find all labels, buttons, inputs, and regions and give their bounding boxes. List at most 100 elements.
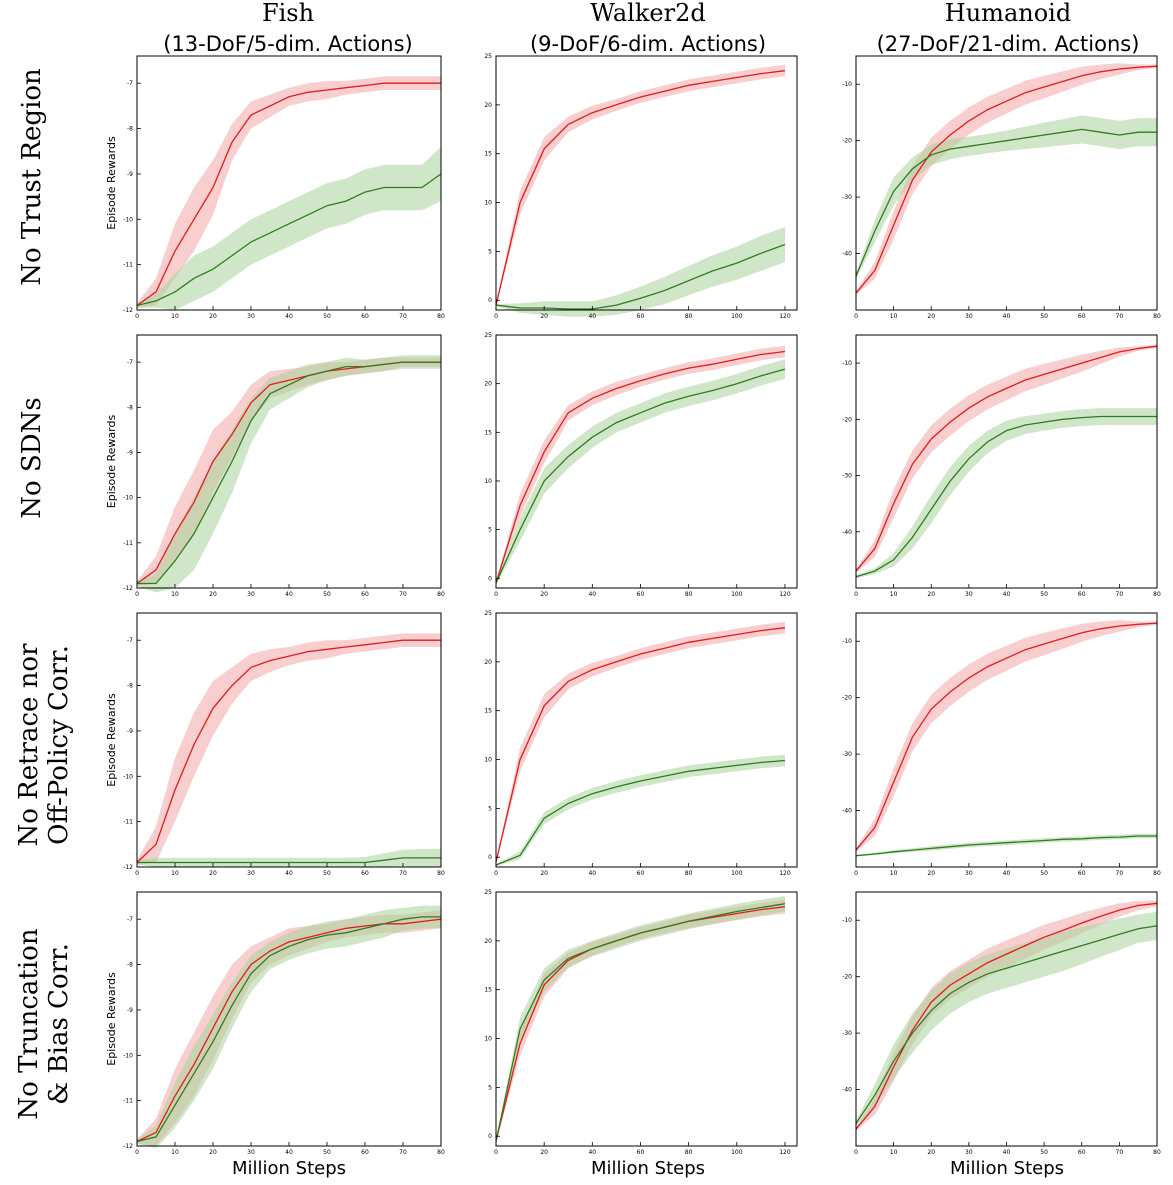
y-tick-label: 20 [484,659,492,666]
x-tick-label: 70 [1116,591,1124,598]
x-tick-label: 50 [1040,1149,1048,1156]
x-tick-label: 80 [437,313,445,320]
panel-7-red-band [137,633,441,865]
y-tick-label: -10 [842,638,852,645]
y-tick-label: -30 [842,1030,852,1037]
x-tick-label: 20 [209,313,217,320]
panel-5-frame [495,334,798,589]
x-tick-label: 30 [965,870,973,877]
x-tick-label: 60 [361,313,369,320]
x-tick-label: 40 [1003,591,1011,598]
y-tick-label: 15 [484,708,492,715]
x-tick-label: 100 [731,1149,743,1156]
panel-4-green-band [137,355,441,593]
x-tick-label: 60 [1078,1149,1086,1156]
x-tick-label: 50 [1040,870,1048,877]
x-tick-label: 60 [361,870,369,877]
x-tick-label: 50 [323,1149,331,1156]
panel-11-frame [495,891,798,1147]
x-tick-label: 80 [685,313,693,320]
x-tick-label: 80 [437,870,445,877]
panel-6-red-line [855,345,1158,572]
y-tick-label: -10 [842,360,852,367]
y-tick-label: -20 [842,138,852,145]
x-tick-label: 120 [779,591,791,598]
y-tick-label: -9 [127,728,133,735]
x-tick-label: 60 [637,1149,645,1156]
x-tick-label: 80 [437,1149,445,1156]
y-tick-label: 10 [484,200,492,207]
x-tick-label: 50 [1040,313,1048,320]
y-tick-label: 25 [484,332,492,339]
y-tick-label: 0 [488,854,492,861]
x-tick-label: 60 [637,870,645,877]
x-tick-label: 0 [135,313,139,320]
x-tick-label: 30 [247,870,255,877]
x-tick-label: 10 [171,591,179,598]
x-axis-label-walker2d: Million Steps [590,1158,706,1179]
x-axis-label-humanoid: Million Steps [949,1158,1065,1179]
y-tick-label: -11 [123,540,133,547]
x-tick-label: 40 [285,870,293,877]
panel-10-green-band [137,905,441,1149]
x-tick-label: 0 [494,870,498,877]
y-tick-label: -10 [842,81,852,88]
y-tick-label: 10 [484,1036,492,1043]
y-tick-label: 25 [484,610,492,617]
x-tick-label: 120 [779,870,791,877]
x-tick-label: 70 [1116,870,1124,877]
y-tick-label: 0 [488,297,492,304]
x-tick-label: 40 [1003,313,1011,320]
y-tick-label: -40 [842,529,852,536]
panel-3-green-band [856,115,1157,279]
x-tick-label: 80 [685,1149,693,1156]
y-tick-label: 25 [484,889,492,896]
y-tick-label: -9 [127,449,133,456]
y-tick-label: -11 [123,1098,133,1105]
column-subtitle-fish: (13-DoF/5-dim. Actions) [163,32,413,56]
x-tick-label: 0 [135,1149,139,1156]
panel-9-red-band [856,620,1157,852]
x-tick-label: 20 [540,870,548,877]
x-tick-label: 20 [540,591,548,598]
x-tick-label: 20 [927,591,935,598]
x-tick-label: 20 [927,313,935,320]
x-tick-label: 20 [927,870,935,877]
x-tick-label: 120 [779,313,791,320]
x-tick-label: 30 [965,313,973,320]
y-tick-label: -9 [127,171,133,178]
y-tick-label: -10 [123,1052,133,1059]
column-title-humanoid: Humanoid [944,0,1072,27]
x-tick-label: 50 [323,870,331,877]
y-tick-label: -8 [127,404,133,411]
y-tick-label: -8 [127,962,133,969]
panel-11-green-line [495,903,786,1142]
panel-9-red-line [855,622,1158,851]
y-tick-label: 20 [484,381,492,388]
x-tick-label: 40 [588,313,596,320]
x-tick-label: 40 [285,1149,293,1156]
y-tick-label: 10 [484,757,492,764]
x-tick-label: 100 [731,313,743,320]
column-subtitle-humanoid: (27-DoF/21-dim. Actions) [876,32,1140,56]
x-tick-label: 40 [588,870,596,877]
y-tick-label: 15 [484,987,492,994]
y-axis-label: Episode Rewards [105,693,118,787]
y-tick-label: -12 [123,307,133,314]
x-tick-label: 70 [399,591,407,598]
x-tick-label: 70 [1116,313,1124,320]
y-tick-label: 20 [484,102,492,109]
panel-5-red-line [495,350,786,584]
column-title-fish: Fish [261,0,315,27]
panel-10-green-line [136,916,441,1143]
y-tick-label: -7 [127,916,133,923]
x-tick-label: 10 [171,870,179,877]
y-axis-label: Episode Rewards [105,136,118,230]
panel-8-green-line [495,759,786,866]
x-tick-label: 0 [135,870,139,877]
x-tick-label: 70 [399,870,407,877]
x-tick-label: 70 [399,313,407,320]
x-tick-label: 100 [731,591,743,598]
panel-5-red-band [496,345,785,585]
